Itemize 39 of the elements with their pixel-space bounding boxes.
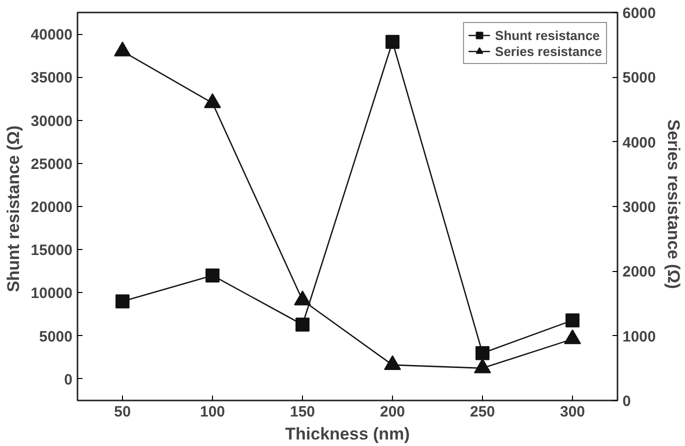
point xyxy=(564,329,581,344)
y2-tick-label: 2000 xyxy=(622,264,656,281)
x-tick-label: 250 xyxy=(470,404,496,420)
point xyxy=(294,290,311,306)
y2-tick-label: 3000 xyxy=(622,199,656,216)
y2-tick-label: 6000 xyxy=(622,5,656,22)
y2-tick-label: 1000 xyxy=(622,328,656,346)
point xyxy=(384,355,401,370)
x-tick-label: 200 xyxy=(380,404,406,420)
y-tick-label: 40000 xyxy=(30,26,73,44)
x-axis-title: Thickness (nm) xyxy=(285,424,410,444)
y-tick-label: 20000 xyxy=(30,199,73,216)
legend-label: Shunt resistance xyxy=(495,27,600,43)
y-tick-label: 10000 xyxy=(30,285,73,302)
y2-tick-label: 4000 xyxy=(622,134,656,152)
point xyxy=(114,42,131,56)
x-tick-label: 100 xyxy=(200,404,226,420)
x-tick-label: 50 xyxy=(114,404,131,420)
legend-label: Series resistance xyxy=(495,43,602,59)
x-tick-label: 300 xyxy=(560,404,586,420)
y-tick-label: 0 xyxy=(64,371,72,388)
point xyxy=(386,34,400,49)
y2-tick-label: 0 xyxy=(622,393,631,410)
y2-tick-label: 5000 xyxy=(622,70,656,87)
y-tick-label: 25000 xyxy=(30,156,73,173)
y-tick-label: 30000 xyxy=(30,112,73,130)
point xyxy=(204,93,221,108)
y-axis-title: Shunt resistance (Ω) xyxy=(4,126,23,292)
point xyxy=(474,358,491,374)
y-tick-label: 5000 xyxy=(39,328,73,346)
y-tick-label: 15000 xyxy=(30,242,73,260)
point xyxy=(206,268,220,282)
point xyxy=(566,313,580,328)
y-tick-label: 35000 xyxy=(30,70,73,87)
point xyxy=(116,294,130,308)
y2-axis-title: Series resistance (Ω) xyxy=(664,119,683,289)
x-tick-label: 150 xyxy=(290,404,316,420)
point xyxy=(296,318,310,332)
point xyxy=(476,346,490,360)
